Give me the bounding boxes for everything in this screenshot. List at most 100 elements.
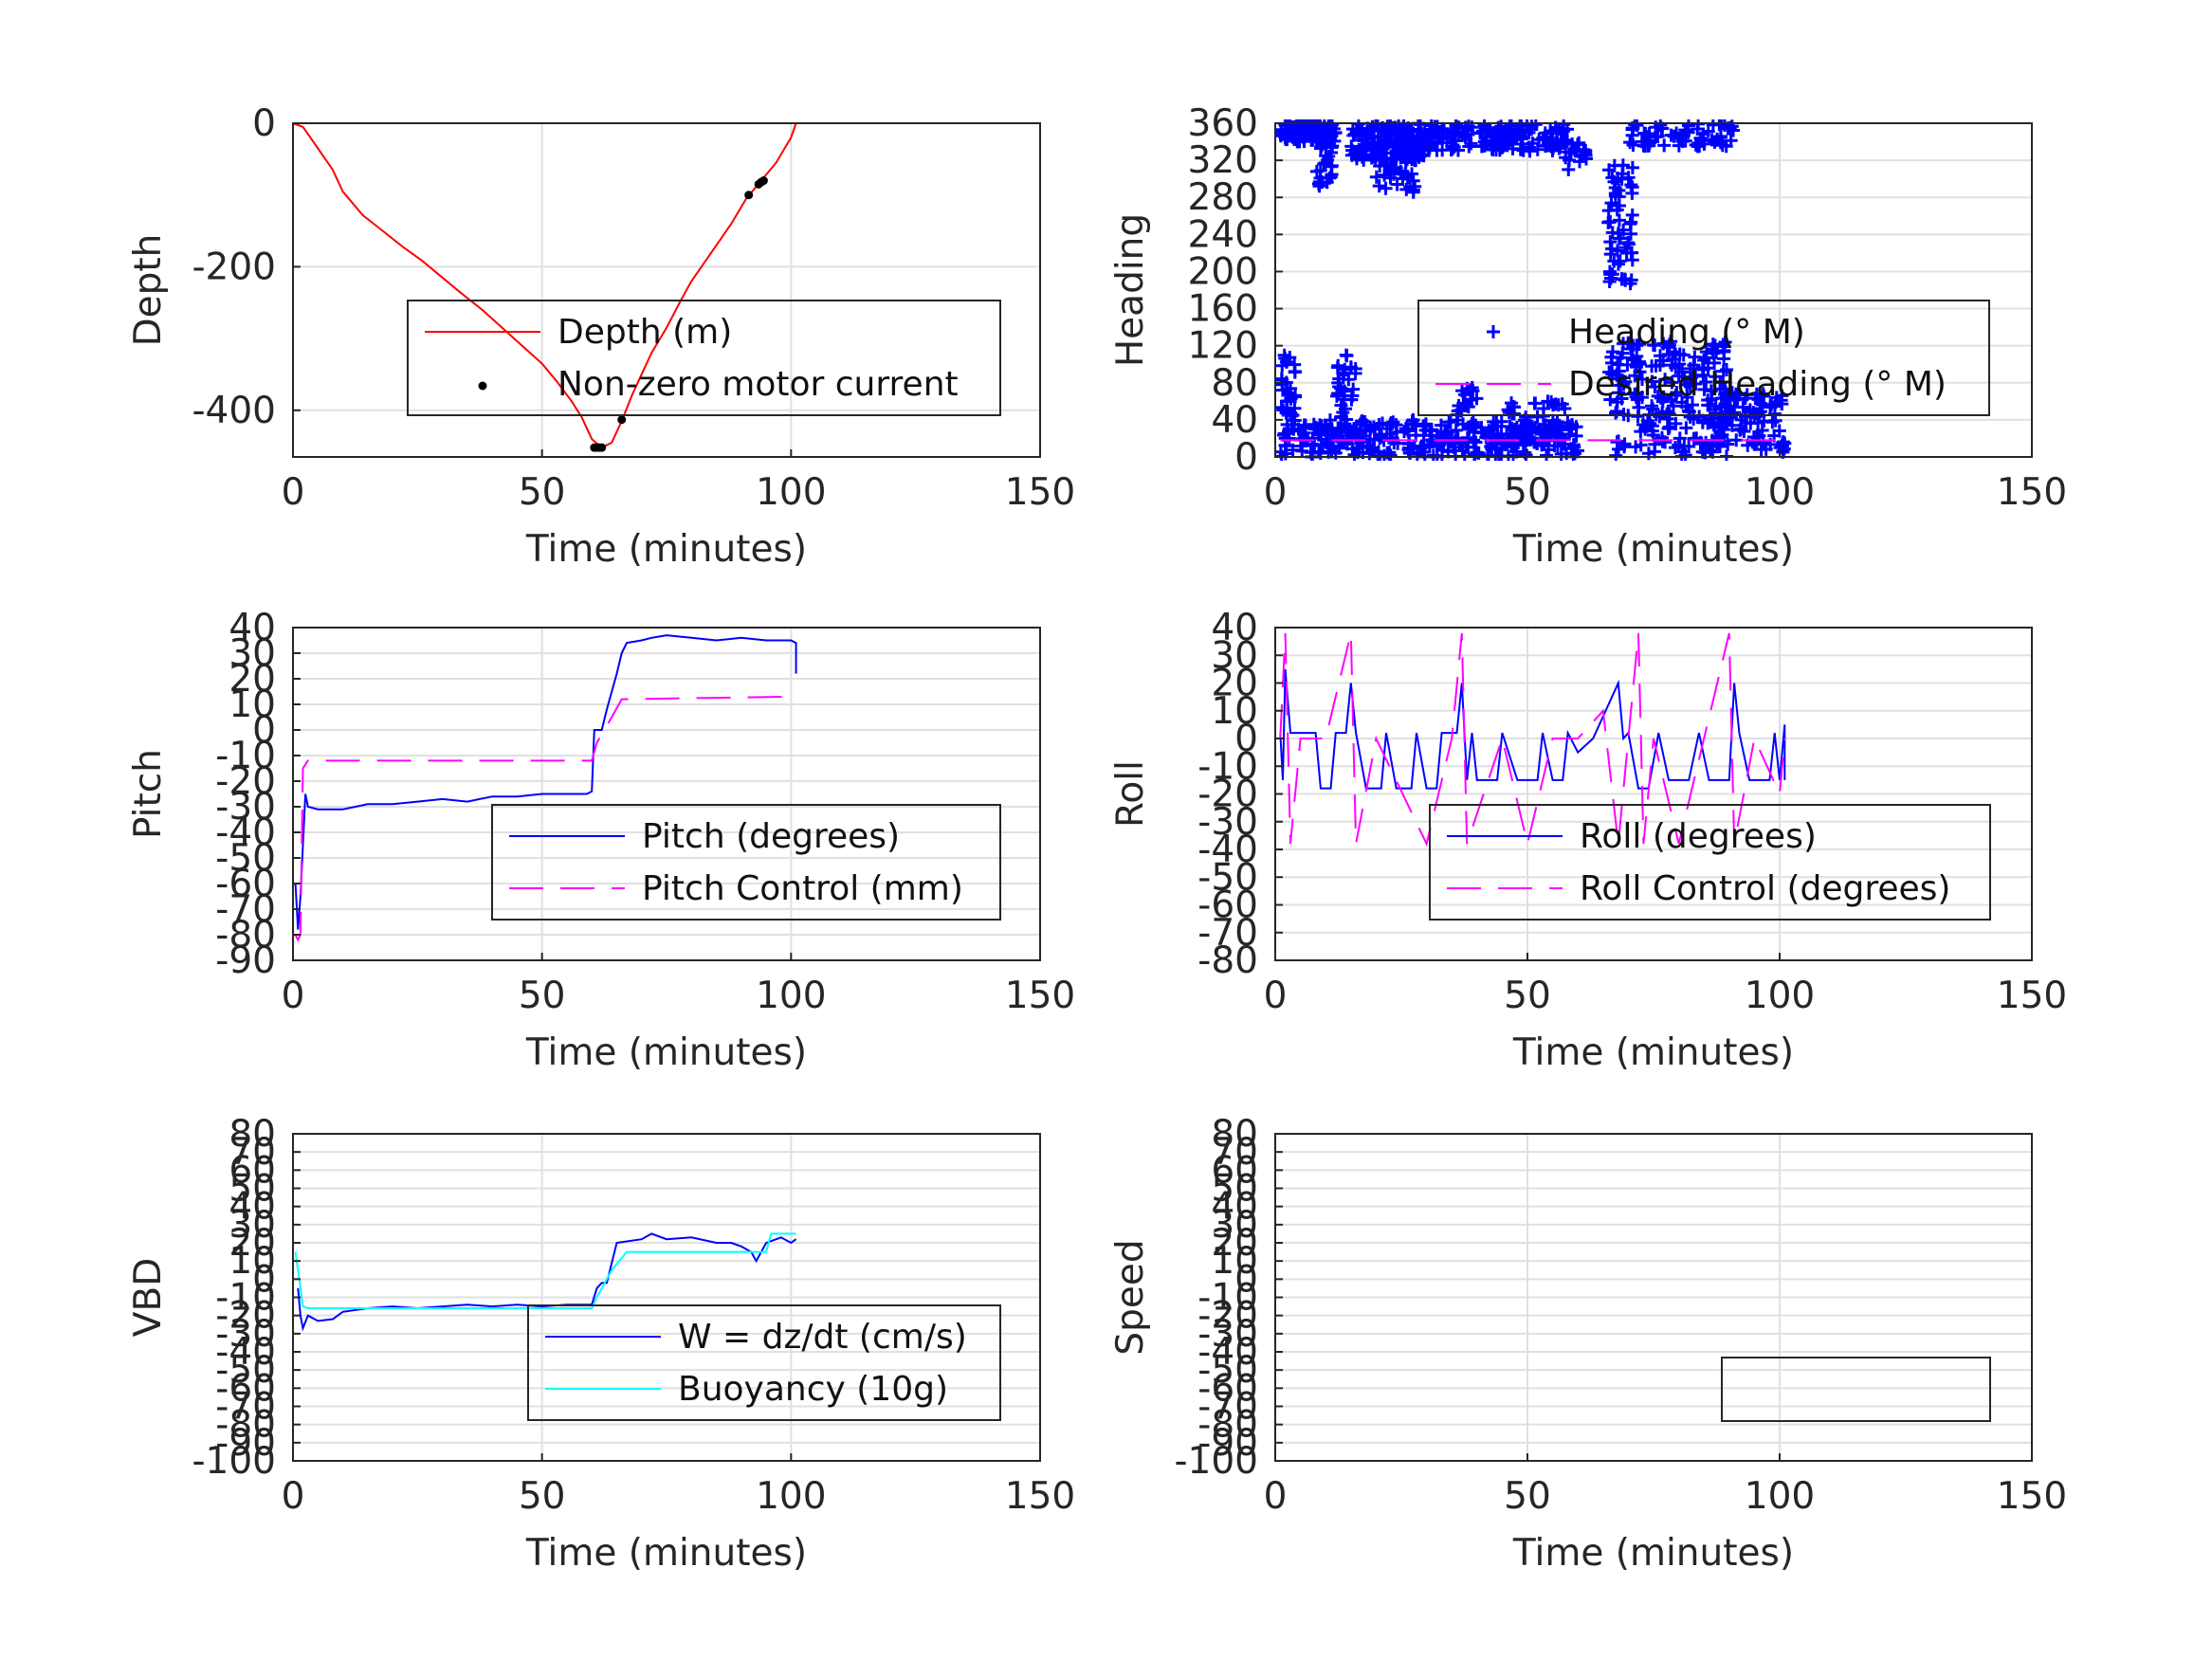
heading-series-0-point [1541,394,1555,409]
x-tick-label: 50 [519,1475,566,1518]
heading-series-0-point [1485,442,1499,456]
y-tick-label: 10 [1211,690,1258,733]
y-tick-label: 200 [1188,250,1258,293]
heading-series-0-point [1703,444,1717,458]
heading-series-0-point [1561,135,1575,149]
heading-series-0-point [1435,443,1450,457]
x-tick-label: 50 [1504,471,1551,514]
heading-series-0-point [1331,375,1345,390]
heading-series-0-point [1755,424,1769,438]
heading-series-0-point [1536,131,1550,145]
y-tick-label: -40 [1197,1331,1258,1374]
heading-series-0-point [1334,410,1348,424]
depth-series-1-point [744,191,754,200]
heading-series-0-point [1714,129,1728,143]
heading-series-0-point [1276,403,1290,417]
y-tick-label: 40 [1211,1186,1258,1229]
heading-series-0-point [1373,153,1387,167]
x-tick-label: 150 [1997,471,2067,514]
heading-series-0-point [1338,384,1352,398]
heading-series-0-point [1422,438,1436,452]
heading-series-0-point [1722,400,1736,414]
heading-series-0-point [1503,129,1517,143]
heading-series-0-point [1344,360,1358,374]
heading-series-0-point [1725,119,1739,134]
y-tick-label: -70 [215,1386,276,1429]
y-tick-label: 0 [252,709,276,752]
legend-box [491,804,1001,921]
heading-series-0-point [1681,119,1695,133]
heading-series-0-point [1683,410,1697,424]
heading-series-0-point [1603,267,1618,282]
x-tick-label: 50 [1504,975,1551,1017]
legend-box [1721,1357,1991,1422]
pitch-data [294,634,797,942]
heading-series-0-point [1313,171,1327,185]
y-tick-label: -100 [1174,1440,1258,1483]
speed-legend [1721,1357,1991,1422]
x-tick-label: 100 [756,1475,826,1518]
heading-series-0-point [1363,432,1378,447]
y-tick-label: 20 [1211,663,1258,705]
heading-series-0-point [1375,429,1389,444]
heading-series-0-point [1275,400,1289,414]
y-tick-label: 0 [1234,718,1258,760]
heading-series-0-point [1656,337,1671,351]
heading-series-0-point [1618,440,1632,454]
heading-series-0-point [1365,130,1380,144]
x-tick-label: 0 [1264,1475,1288,1518]
heading-series-0-point [1548,397,1563,411]
heading-series-0-point [1768,407,1782,421]
heading-series-0-point [1398,422,1413,436]
heading-series-0-point [1377,137,1391,152]
x-tick-label: 0 [282,471,305,514]
heading-series-0-point [1655,394,1670,409]
heading-series-0-point [1383,428,1398,442]
y-tick-label: 60 [229,1149,276,1192]
legend-box [407,300,1001,416]
depth-series-1-point [617,415,627,425]
y-tick-label: -70 [1197,912,1258,955]
heading-series-0-point [1720,362,1734,376]
heading-series-0-point [1738,392,1752,406]
y-tick-label: -20 [1197,1295,1258,1338]
heading-series-0-point [1286,443,1300,457]
pitch-legend: Pitch (degrees) Pitch Control (mm) [491,804,1001,921]
heading-series-0-point [1673,431,1687,446]
heading-series-0-point [1296,128,1310,142]
heading-series-0-point [1567,142,1581,156]
y-tick-label: 20 [229,1222,276,1265]
legend-box [527,1304,1001,1421]
legend-entry-label: Roll Control (degrees) [1580,869,1950,908]
heading-series-0-point [1670,386,1684,400]
heading-series-0-point [1701,416,1715,430]
heading-x-axis-label: Time (minutes) [1512,528,1794,571]
pitch-y-axis-label: Pitch [127,749,170,839]
heading-series-0-point [1706,119,1720,132]
x-tick-label: 100 [756,471,826,514]
heading-series-0-point [1764,398,1779,412]
y-tick-label: -400 [192,390,276,432]
heading-series-0-point [1645,399,1659,413]
heading-series-0-point [1398,155,1413,170]
heading-series-0-point [1545,413,1560,428]
heading-series-0-point [1672,369,1686,383]
legend-dot-swatch [478,381,487,391]
x-tick-label: 150 [1997,1475,2067,1518]
heading-series-0-point [1275,373,1289,387]
heading-series-0-point [1625,253,1639,267]
heading-series-0-point [1501,403,1515,417]
pitch-series-1-line [294,695,796,942]
heading-series-0-point [1679,421,1693,435]
x-tick-label: 50 [519,471,566,514]
heading-series-0-point [1664,128,1678,142]
heading-series-0-point [1754,443,1768,457]
legend-entry-label: Buoyancy (10g) [678,1370,948,1409]
heading-series-0-point [1309,131,1324,145]
heading-series-0-point [1614,351,1627,365]
y-tick-label: -70 [215,888,276,931]
y-tick-label: 320 [1188,139,1258,182]
heading-series-0-point [1555,126,1569,140]
roll-legend: Roll (degrees) Roll Control (degrees) [1429,804,1991,921]
heading-series-0-point [1475,126,1490,140]
